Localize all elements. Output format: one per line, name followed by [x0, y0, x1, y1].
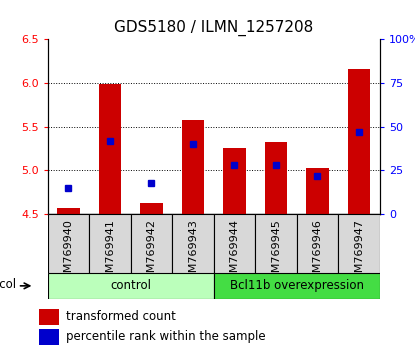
Text: percentile rank within the sample: percentile rank within the sample — [66, 330, 266, 343]
Text: transformed count: transformed count — [66, 310, 176, 323]
Bar — [338, 214, 380, 273]
Bar — [182, 120, 204, 214]
Bar — [99, 85, 122, 214]
Text: GSM769941: GSM769941 — [105, 219, 115, 287]
Bar — [89, 214, 131, 273]
Text: GSM769947: GSM769947 — [354, 219, 364, 287]
Text: Bcl11b overexpression: Bcl11b overexpression — [230, 279, 364, 292]
Bar — [265, 142, 287, 214]
Bar — [39, 309, 59, 325]
Bar — [131, 214, 172, 273]
Bar — [39, 329, 59, 345]
Text: GSM769944: GSM769944 — [229, 219, 239, 287]
Bar — [48, 214, 89, 273]
Text: GSM769946: GSM769946 — [312, 219, 322, 287]
Text: GSM769943: GSM769943 — [188, 219, 198, 287]
Bar — [306, 168, 329, 214]
Bar — [255, 214, 297, 273]
Bar — [48, 273, 214, 299]
Bar — [172, 214, 214, 273]
Bar — [214, 273, 380, 299]
Bar — [297, 214, 338, 273]
Bar — [140, 203, 163, 214]
Bar — [57, 208, 80, 214]
Text: protocol: protocol — [0, 278, 17, 291]
Text: control: control — [110, 279, 151, 292]
Bar — [214, 214, 255, 273]
Text: GSM769942: GSM769942 — [146, 219, 156, 287]
Bar — [348, 69, 371, 214]
Title: GDS5180 / ILMN_1257208: GDS5180 / ILMN_1257208 — [114, 20, 313, 36]
Text: GSM769945: GSM769945 — [271, 219, 281, 287]
Text: GSM769940: GSM769940 — [63, 219, 73, 287]
Bar — [223, 148, 246, 214]
